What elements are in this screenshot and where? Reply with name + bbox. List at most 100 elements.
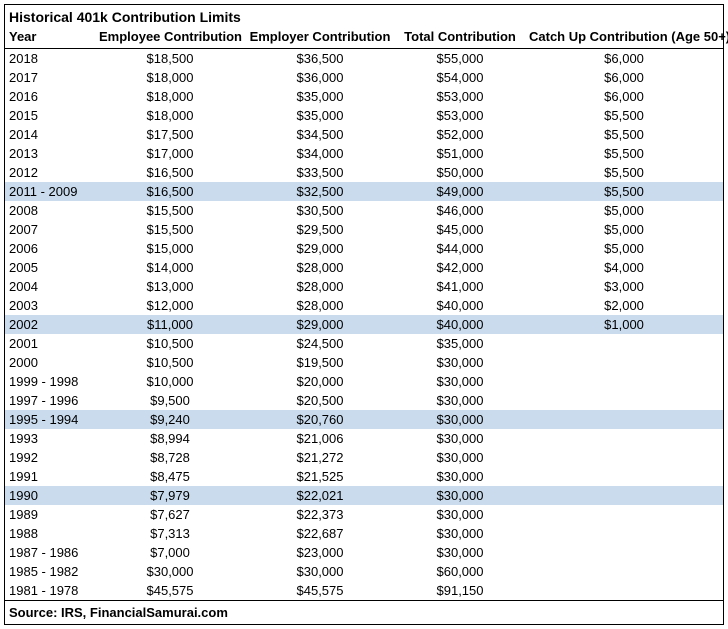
cell-employee: $11,000 [95, 315, 245, 334]
table-row: 1987 - 1986$7,000$23,000$30,000 [5, 543, 723, 562]
table-row: 2002$11,000$29,000$40,000$1,000 [5, 315, 723, 334]
cell-year: 2018 [5, 49, 95, 69]
cell-total: $45,000 [395, 220, 525, 239]
table-row: 1999 - 1998$10,000$20,000$30,000 [5, 372, 723, 391]
cell-total: $30,000 [395, 410, 525, 429]
cell-catchup: $5,000 [525, 239, 723, 258]
cell-employer: $20,500 [245, 391, 395, 410]
cell-year: 1997 - 1996 [5, 391, 95, 410]
cell-total: $52,000 [395, 125, 525, 144]
cell-year: 2006 [5, 239, 95, 258]
cell-employer: $24,500 [245, 334, 395, 353]
cell-year: 1981 - 1978 [5, 581, 95, 601]
table-row: 2018$18,500$36,500$55,000$6,000 [5, 49, 723, 69]
cell-total: $30,000 [395, 353, 525, 372]
cell-catchup: $5,500 [525, 106, 723, 125]
table-row: 1989$7,627$22,373$30,000 [5, 505, 723, 524]
contribution-limits-table: Historical 401k Contribution Limits Year… [4, 4, 724, 625]
cell-employer: $29,000 [245, 315, 395, 334]
cell-year: 1993 [5, 429, 95, 448]
table-row: 1992$8,728$21,272$30,000 [5, 448, 723, 467]
cell-total: $54,000 [395, 68, 525, 87]
cell-employee: $16,500 [95, 163, 245, 182]
col-header-employee: Employee Contribution [95, 27, 245, 49]
cell-employee: $17,000 [95, 144, 245, 163]
cell-employer: $33,500 [245, 163, 395, 182]
cell-year: 2003 [5, 296, 95, 315]
cell-employer: $21,272 [245, 448, 395, 467]
cell-employer: $28,000 [245, 258, 395, 277]
cell-employer: $29,000 [245, 239, 395, 258]
table-header-row: Year Employee Contribution Employer Cont… [5, 27, 723, 49]
cell-employee: $7,627 [95, 505, 245, 524]
cell-employee: $15,000 [95, 239, 245, 258]
cell-catchup [525, 524, 723, 543]
cell-catchup [525, 391, 723, 410]
cell-catchup [525, 486, 723, 505]
table-row: 2000$10,500$19,500$30,000 [5, 353, 723, 372]
cell-catchup [525, 581, 723, 601]
cell-employee: $7,979 [95, 486, 245, 505]
cell-total: $60,000 [395, 562, 525, 581]
table-row: 1990$7,979$22,021$30,000 [5, 486, 723, 505]
cell-year: 2015 [5, 106, 95, 125]
cell-year: 1995 - 1994 [5, 410, 95, 429]
table-row: 2012$16,500$33,500$50,000$5,500 [5, 163, 723, 182]
cell-catchup: $5,000 [525, 220, 723, 239]
cell-total: $50,000 [395, 163, 525, 182]
cell-catchup: $6,000 [525, 68, 723, 87]
cell-year: 2000 [5, 353, 95, 372]
data-table: Historical 401k Contribution Limits Year… [5, 5, 723, 624]
cell-employer: $45,575 [245, 581, 395, 601]
cell-year: 2007 [5, 220, 95, 239]
cell-employer: $20,760 [245, 410, 395, 429]
table-row: 1993$8,994$21,006$30,000 [5, 429, 723, 448]
table-row: 2003$12,000$28,000$40,000$2,000 [5, 296, 723, 315]
cell-employer: $30,000 [245, 562, 395, 581]
cell-employee: $10,000 [95, 372, 245, 391]
cell-year: 2016 [5, 87, 95, 106]
cell-total: $55,000 [395, 49, 525, 69]
cell-year: 2005 [5, 258, 95, 277]
cell-catchup: $6,000 [525, 87, 723, 106]
cell-employer: $19,500 [245, 353, 395, 372]
cell-year: 1991 [5, 467, 95, 486]
cell-employee: $16,500 [95, 182, 245, 201]
cell-year: 1992 [5, 448, 95, 467]
cell-total: $30,000 [395, 486, 525, 505]
table-row: 1985 - 1982$30,000$30,000$60,000 [5, 562, 723, 581]
cell-employee: $18,500 [95, 49, 245, 69]
cell-employer: $22,687 [245, 524, 395, 543]
cell-employee: $10,500 [95, 334, 245, 353]
cell-employer: $32,500 [245, 182, 395, 201]
cell-employer: $29,500 [245, 220, 395, 239]
cell-employer: $35,000 [245, 87, 395, 106]
cell-employer: $34,000 [245, 144, 395, 163]
table-row: 2013$17,000$34,000$51,000$5,500 [5, 144, 723, 163]
cell-catchup: $5,500 [525, 182, 723, 201]
cell-employee: $7,000 [95, 543, 245, 562]
table-row: 2014$17,500$34,500$52,000$5,500 [5, 125, 723, 144]
table-row: 2017$18,000$36,000$54,000$6,000 [5, 68, 723, 87]
cell-total: $49,000 [395, 182, 525, 201]
col-header-total: Total Contribution [395, 27, 525, 49]
table-row: 2006$15,000$29,000$44,000$5,000 [5, 239, 723, 258]
cell-catchup: $1,000 [525, 315, 723, 334]
cell-employee: $15,500 [95, 201, 245, 220]
cell-catchup [525, 467, 723, 486]
cell-year: 2008 [5, 201, 95, 220]
cell-employee: $18,000 [95, 106, 245, 125]
cell-year: 2001 [5, 334, 95, 353]
cell-catchup [525, 543, 723, 562]
cell-employee: $15,500 [95, 220, 245, 239]
cell-catchup [525, 562, 723, 581]
cell-total: $30,000 [395, 448, 525, 467]
cell-employee: $10,500 [95, 353, 245, 372]
cell-employer: $22,373 [245, 505, 395, 524]
cell-total: $42,000 [395, 258, 525, 277]
cell-total: $40,000 [395, 296, 525, 315]
table-row: 1995 - 1994$9,240$20,760$30,000 [5, 410, 723, 429]
cell-total: $41,000 [395, 277, 525, 296]
cell-employer: $20,000 [245, 372, 395, 391]
cell-employee: $18,000 [95, 68, 245, 87]
